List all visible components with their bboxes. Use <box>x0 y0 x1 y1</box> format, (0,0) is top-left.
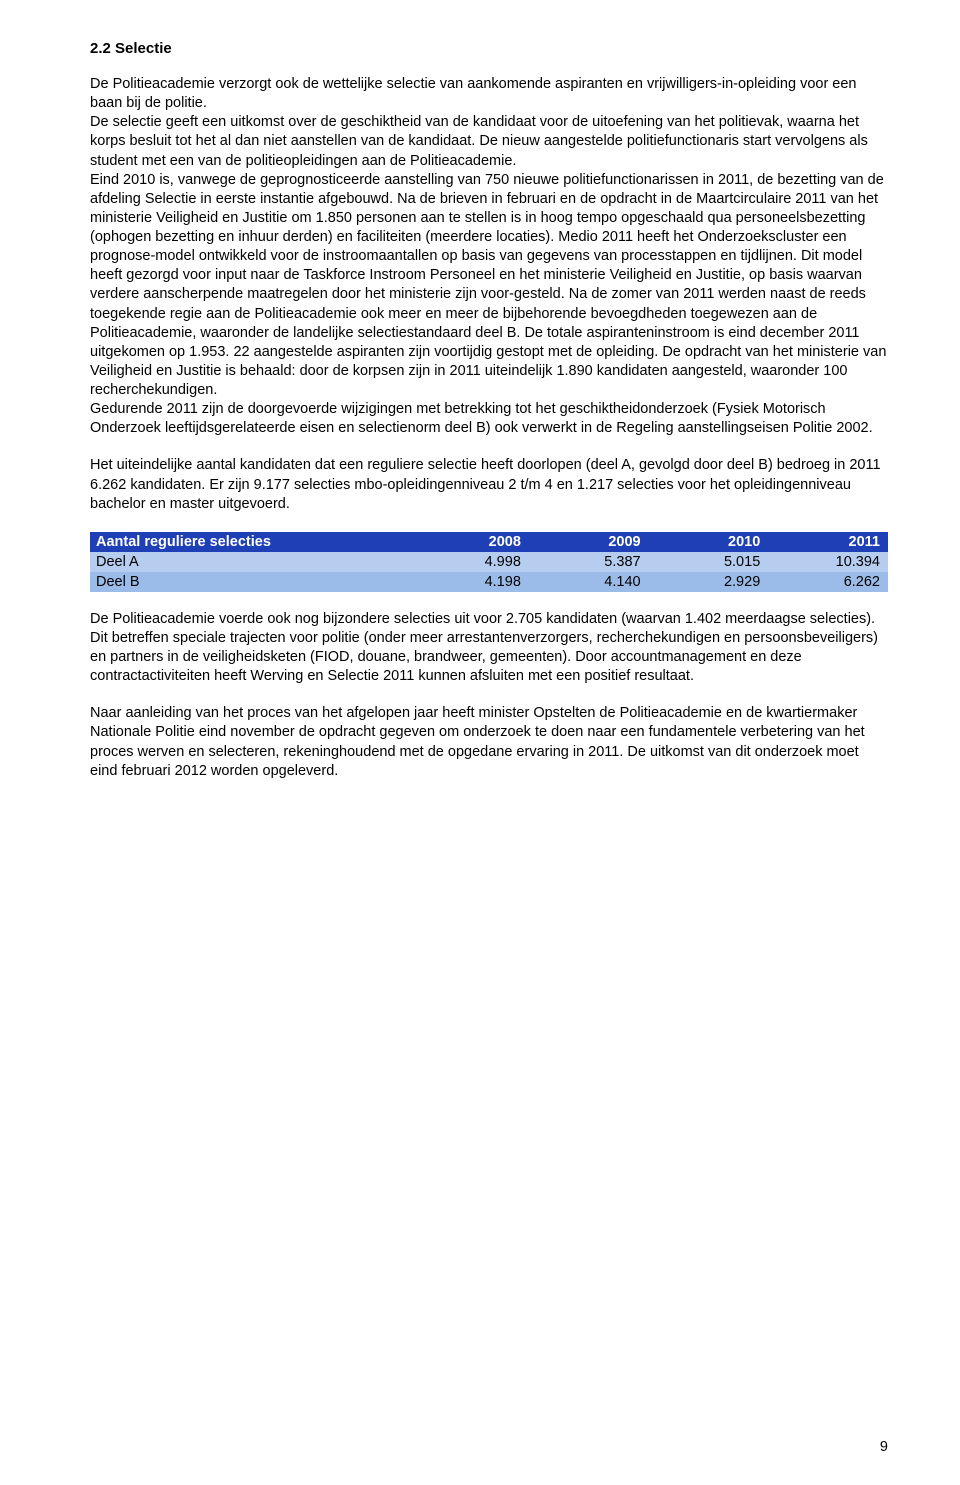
table-header-2008: 2008 <box>409 532 529 552</box>
table-row: Deel A 4.998 5.387 5.015 10.394 <box>90 552 888 572</box>
table-cell-label: Deel A <box>90 552 409 572</box>
table-cell: 5.015 <box>649 552 769 572</box>
paragraph-body-2: Gedurende 2011 zijn de doorgevoerde wijz… <box>90 400 888 438</box>
selecties-table: Aantal reguliere selecties 2008 2009 201… <box>90 532 888 592</box>
document-page: 2.2 Selectie De Politieacademie verzorgt… <box>0 0 960 1485</box>
paragraph-body-1: Eind 2010 is, vanwege de geprognosticeer… <box>90 171 888 401</box>
page-number: 9 <box>880 1439 888 1455</box>
table-header-2011: 2011 <box>768 532 888 552</box>
paragraph-intro-1: De Politieacademie verzorgt ook de wette… <box>90 75 888 113</box>
paragraph-after-table-2: Naar aanleiding van het proces van het a… <box>90 704 888 781</box>
table-cell: 4.140 <box>529 572 649 592</box>
table-row: Deel B 4.198 4.140 2.929 6.262 <box>90 572 888 592</box>
table-cell: 10.394 <box>768 552 888 572</box>
table-cell: 4.998 <box>409 552 529 572</box>
table-cell: 5.387 <box>529 552 649 572</box>
table-cell-label: Deel B <box>90 572 409 592</box>
table-header-row: Aantal reguliere selecties 2008 2009 201… <box>90 532 888 552</box>
table-cell: 4.198 <box>409 572 529 592</box>
paragraph-after-table-1: De Politieacademie voerde ook nog bijzon… <box>90 610 888 687</box>
table-cell: 6.262 <box>768 572 888 592</box>
section-heading: 2.2 Selectie <box>90 40 888 57</box>
table-header-label: Aantal reguliere selecties <box>90 532 409 552</box>
paragraph-intro-2: De selectie geeft een uitkomst over de g… <box>90 113 888 170</box>
table-cell: 2.929 <box>649 572 769 592</box>
table-header-2009: 2009 <box>529 532 649 552</box>
paragraph-table-intro: Het uiteindelijke aantal kandidaten dat … <box>90 456 888 513</box>
table-header-2010: 2010 <box>649 532 769 552</box>
